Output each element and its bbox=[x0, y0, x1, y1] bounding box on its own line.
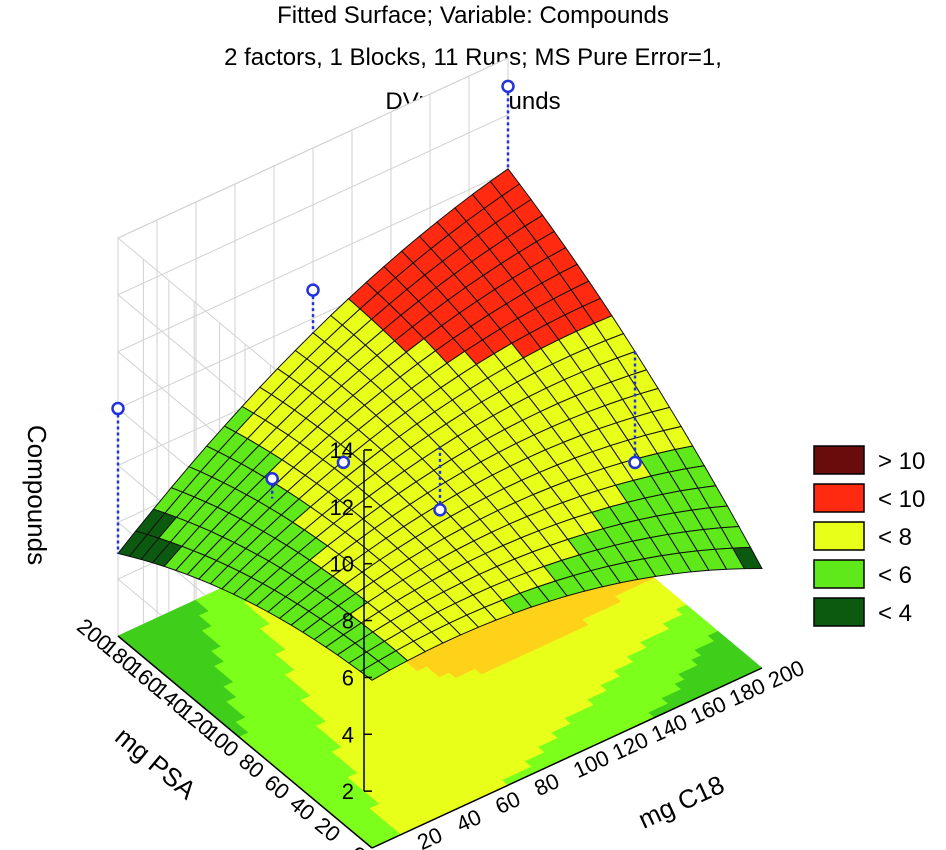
z-tick-label: 12 bbox=[330, 495, 354, 520]
z-tick-label: 4 bbox=[342, 722, 354, 747]
legend-label: < 6 bbox=[878, 562, 912, 589]
legend-swatch bbox=[813, 445, 865, 475]
observed-point bbox=[265, 472, 279, 486]
chart-title-line-1: Fitted Surface; Variable: Compounds bbox=[277, 2, 669, 29]
observed-points bbox=[111, 79, 642, 554]
z-tick-label: 10 bbox=[330, 552, 354, 577]
y-axis-line bbox=[117, 635, 373, 849]
observed-point bbox=[336, 455, 351, 470]
observed-point bbox=[306, 283, 320, 297]
legend-label: < 8 bbox=[878, 524, 912, 551]
x-tick-label: 200 bbox=[764, 655, 808, 693]
legend-swatch bbox=[813, 559, 865, 589]
z-tick-label: 14 bbox=[330, 438, 354, 463]
observed-point bbox=[501, 79, 515, 94]
z-tick-label: 8 bbox=[342, 609, 354, 634]
chart-title-line-2: 2 factors, 1 Blocks, 11 Runs; MS Pure Er… bbox=[224, 44, 722, 71]
observed-point bbox=[111, 401, 125, 416]
legend-label: > 10 bbox=[878, 448, 925, 475]
z-tick-label: 2 bbox=[342, 779, 354, 804]
z-axis-title: Compounds bbox=[22, 425, 52, 565]
observed-point bbox=[628, 455, 642, 470]
legend-swatch bbox=[813, 521, 865, 551]
legend-swatch bbox=[813, 483, 865, 513]
x-axis-title: mg C18 bbox=[634, 769, 729, 834]
x-axis-line bbox=[371, 667, 763, 849]
fitted-surface bbox=[117, 168, 763, 681]
legend-swatch bbox=[813, 597, 865, 627]
y-tick-label: 0 bbox=[345, 841, 370, 850]
z-tick-label: 6 bbox=[342, 665, 354, 690]
observed-point bbox=[433, 503, 447, 517]
x-tick-label: 0 bbox=[374, 845, 396, 850]
legend-label: < 10 bbox=[878, 486, 925, 513]
y-axis-title: mg PSA bbox=[110, 721, 203, 806]
legend-label: < 4 bbox=[878, 600, 912, 627]
legend: > 10 < 10 < 8 < 6 < 4 bbox=[813, 445, 925, 627]
